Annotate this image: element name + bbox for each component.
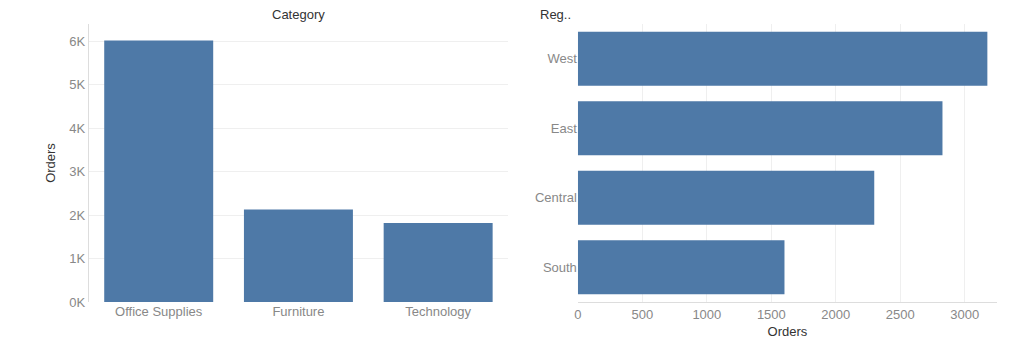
- svg-text:3000: 3000: [950, 307, 979, 322]
- svg-text:Central: Central: [535, 190, 577, 205]
- svg-text:Technology: Technology: [405, 304, 471, 319]
- svg-text:6K: 6K: [69, 34, 85, 49]
- svg-text:Orders: Orders: [768, 324, 808, 339]
- svg-text:West: West: [547, 51, 577, 66]
- svg-text:2000: 2000: [821, 307, 850, 322]
- svg-text:Furniture: Furniture: [272, 304, 324, 319]
- svg-text:1500: 1500: [757, 307, 786, 322]
- svg-text:Office Supplies: Office Supplies: [115, 304, 203, 319]
- svg-text:South: South: [543, 260, 577, 275]
- svg-text:0K: 0K: [69, 295, 85, 310]
- svg-text:5K: 5K: [69, 77, 85, 92]
- svg-text:2K: 2K: [69, 208, 85, 223]
- svg-text:3K: 3K: [69, 164, 85, 179]
- svg-text:1K: 1K: [69, 251, 85, 266]
- svg-text:Orders: Orders: [43, 143, 58, 183]
- svg-text:500: 500: [632, 307, 654, 322]
- svg-text:4K: 4K: [69, 121, 85, 136]
- svg-text:1000: 1000: [692, 307, 721, 322]
- svg-text:East: East: [551, 121, 577, 136]
- svg-text:Category: Category: [272, 7, 325, 22]
- svg-text:Reg..: Reg..: [540, 7, 571, 22]
- svg-text:0: 0: [574, 307, 581, 322]
- svg-text:2500: 2500: [886, 307, 915, 322]
